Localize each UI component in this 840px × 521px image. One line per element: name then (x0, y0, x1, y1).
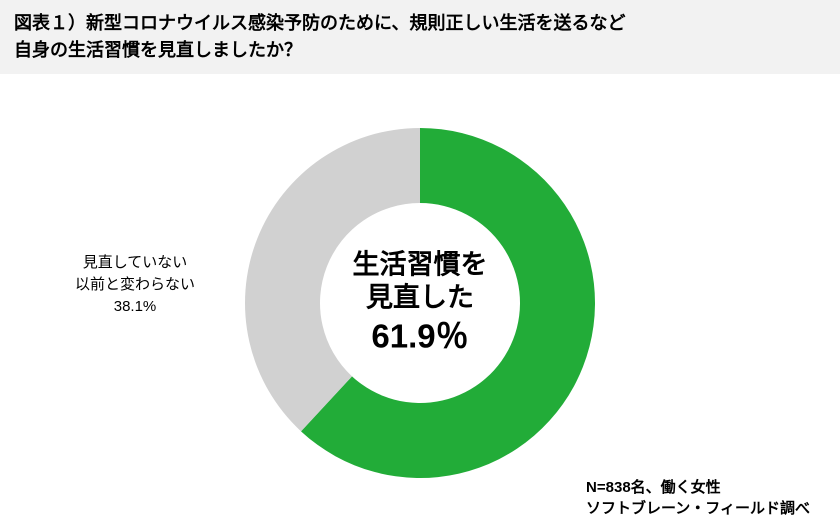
left-label-value: 38.1% (75, 296, 195, 318)
footer-line2: ソフトブレーン・フィールド調べ (586, 498, 810, 519)
chart-header: 図表１）新型コロナウイルス感染予防のために、規則正しい生活を送るなど 自身の生活… (0, 0, 840, 74)
chart-area: 生活習慣を 見直した 61.9％ 見直していない 以前と変わらない 38.1% … (0, 74, 840, 521)
footer-note: N=838名、働く女性 ソフトブレーン・フィールド調べ (586, 477, 810, 519)
header-line2: 自身の生活習慣を見直しましたか？ (14, 40, 302, 60)
footer-line1: N=838名、働く女性 (586, 477, 810, 498)
center-label-value: 61.9％ (353, 316, 488, 357)
left-label-line1: 見直していない (75, 252, 195, 274)
center-label: 生活習慣を 見直した 61.9％ (353, 248, 488, 357)
center-label-line2: 見直した (353, 282, 488, 316)
center-label-line1: 生活習慣を (353, 248, 488, 282)
left-label-line2: 以前と変わらない (75, 274, 195, 296)
header-line1: 図表１）新型コロナウイルス感染予防のために、規則正しい生活を送るなど (14, 13, 625, 33)
left-label: 見直していない 以前と変わらない 38.1% (75, 252, 195, 317)
